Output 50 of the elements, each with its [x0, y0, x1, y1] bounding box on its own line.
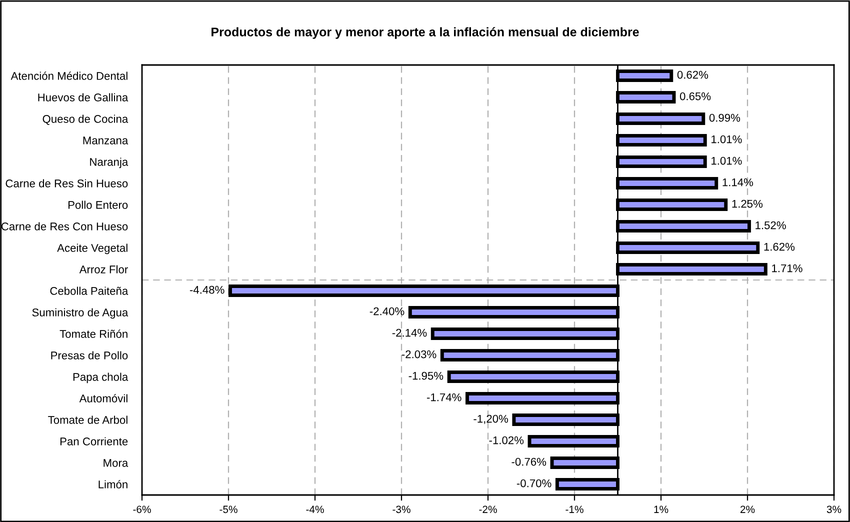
- y-tick-label: Carne de Res Con Hueso: [1, 222, 128, 230]
- y-tick-label: Mora: [104, 459, 128, 467]
- y-tick-label: Automóvil: [79, 394, 128, 402]
- y-tick-label: Pollo Entero: [68, 200, 128, 209]
- y-tick-label: Manzana: [83, 136, 128, 144]
- y-tick-label: Papa chola: [73, 372, 128, 384]
- x-tick-label: -2%: [479, 506, 497, 514]
- data-label: -4.48%: [190, 286, 224, 294]
- y-tick-label: Suministro de Agua: [32, 308, 128, 319]
- data-label: -2.40%: [370, 307, 404, 316]
- y-tick-label: Tomate de Arbol: [48, 416, 128, 424]
- data-label: -1.74%: [426, 393, 462, 402]
- y-tick-label: Tomate Riñón: [60, 330, 128, 338]
- x-tick-label: -6%: [133, 506, 151, 514]
- y-tick-label: Atención Médico Dental: [10, 72, 128, 80]
- x-tick-label: -5%: [220, 506, 238, 514]
- data-label: 0.65%: [680, 92, 711, 100]
- y-tick-label: Carne de Res Sin Hueso: [6, 179, 128, 188]
- y-tick-label: Aceite Vegetal: [57, 244, 128, 254]
- data-label: 1.01%: [712, 135, 742, 144]
- y-tick-label: Pan Corriente: [60, 437, 128, 446]
- data-label: -0.76%: [512, 458, 546, 466]
- chart-title: Productos de mayor y menor aporte a la inflación mensual de diciembre: [212, 27, 639, 39]
- x-tick-label: 3%: [826, 506, 842, 514]
- data-label: 0.62%: [677, 70, 708, 79]
- data-label: -0.70%: [516, 479, 552, 488]
- y-tick-label: Queso de Cocina: [42, 114, 128, 125]
- data-label: 1.25%: [732, 200, 763, 208]
- y-tick-label: Limón: [98, 480, 128, 488]
- data-label: 1.52%: [756, 221, 786, 230]
- data-label: 0.99%: [709, 114, 740, 122]
- y-tick-label: Cebolla Paiteña: [50, 286, 128, 295]
- data-label: 1.62%: [764, 242, 795, 251]
- y-tick-label: Presas de Pollo: [51, 351, 128, 360]
- y-tick-label: Huevos de Gallina: [38, 93, 128, 102]
- data-label: 1.01%: [712, 156, 742, 165]
- y-tick-label: Arroz Flor: [79, 265, 128, 274]
- data-label: -1.95%: [408, 372, 444, 380]
- x-tick-label: 1%: [654, 506, 668, 514]
- data-label: -2.03%: [402, 350, 436, 358]
- x-tick-label: -4%: [306, 506, 324, 514]
- data-label: 1.71%: [772, 264, 802, 272]
- y-tick-label: Naranja: [90, 158, 128, 168]
- data-label: -1,20%: [474, 414, 508, 424]
- x-tick-label: -3%: [392, 506, 410, 514]
- x-tick-label: -1%: [566, 506, 584, 514]
- data-label: 1.14%: [722, 178, 754, 186]
- data-label: -2.14%: [392, 328, 427, 337]
- x-tick-label: 2%: [740, 506, 755, 514]
- data-label: -1.02%: [489, 436, 524, 444]
